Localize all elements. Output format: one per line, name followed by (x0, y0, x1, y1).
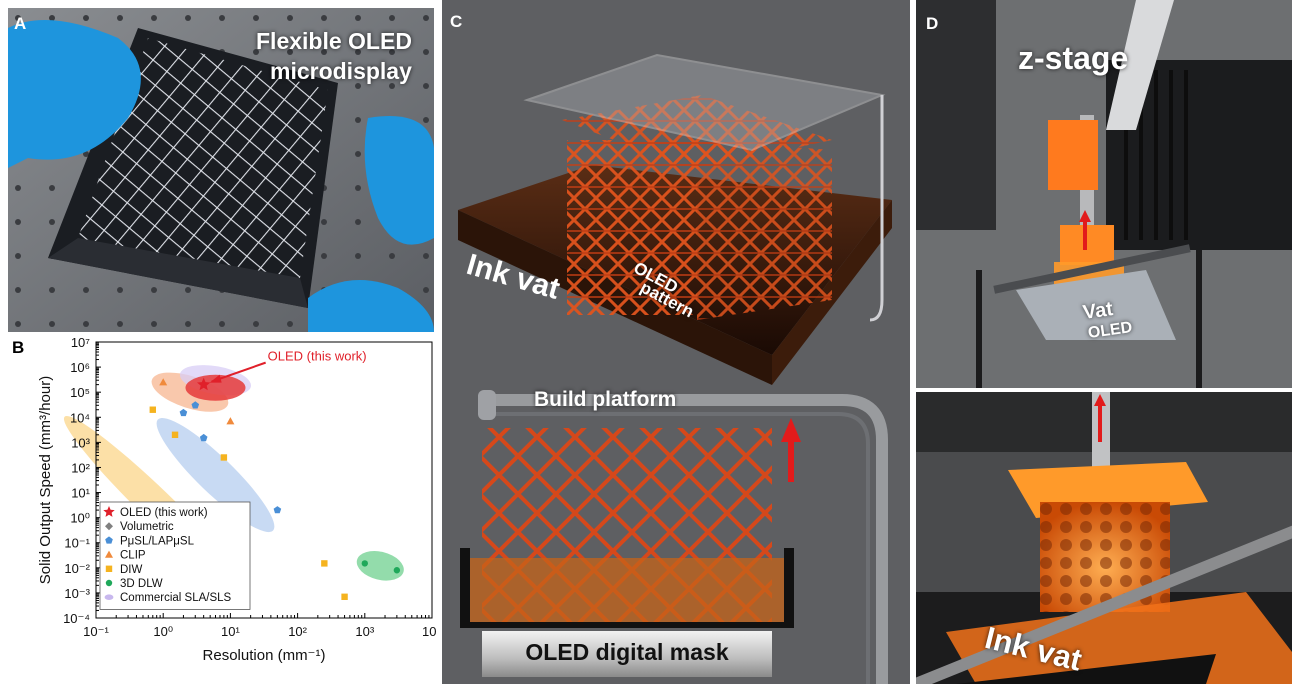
point-diw (220, 454, 228, 461)
point-p-sl-lap-sl (199, 433, 208, 442)
x-tick-label: 10² (288, 624, 307, 639)
y-axis-label: Solid Output Speed (mm³/hour) (37, 376, 54, 584)
annotation-arrow (211, 361, 266, 383)
legend-entry: PμSL/LAPμSL (120, 535, 195, 547)
annotation-arrowhead (209, 374, 222, 383)
point-p-sl-lap-sl (273, 506, 282, 514)
x-tick-label: 10¹ (221, 624, 240, 639)
panel-a-illustration (8, 8, 434, 332)
annotation-oled: OLED (this work) (268, 349, 367, 364)
point-p-sl-lap-sl (191, 401, 200, 409)
legend-entry: OLED (this work) (120, 507, 208, 519)
legend-marker (105, 579, 113, 587)
point-diw (171, 431, 179, 439)
panel-a-caption-line2: microdisplay (270, 58, 412, 84)
x-tick-label: 10⁰ (153, 624, 173, 639)
panel-b-label: B (12, 338, 25, 357)
point-clip (159, 378, 168, 386)
panel-a-photo: A Flexible OLED microdisplay (8, 8, 434, 332)
panel-a-label: A (14, 14, 27, 33)
point-diw (321, 560, 328, 567)
panel-d-bottom-photo: Ink vat (916, 392, 1292, 684)
y-tick-label: 10¹ (71, 486, 90, 501)
region-oled-this-work- (185, 374, 246, 401)
point-oled-this-work- (197, 377, 211, 391)
point-diw (341, 593, 348, 600)
legend-marker (105, 565, 113, 572)
legend-marker (105, 536, 113, 544)
y-tick-label: 10⁻¹ (64, 536, 90, 551)
point-diw (149, 406, 156, 413)
z-stage-label: z-stage (1018, 40, 1129, 76)
log-log-scatter-chart: 10⁻¹ 10⁰ 10¹ 10² 10³ 10⁴ 10⁻⁴ 10⁻³ 10⁻² 10⁻¹ 10⁰ 10… (37, 336, 436, 664)
y-tick-label: 10⁻⁴ (63, 611, 90, 626)
point-3d-dlw (393, 567, 401, 574)
legend-entry: Commercial SLA/SLS (120, 592, 232, 604)
region-3d-dlw (356, 551, 404, 581)
build-platform-label: Build platform (534, 388, 677, 411)
x-tick-label: 10⁴ (422, 624, 436, 639)
legend-marker (105, 550, 113, 558)
panel-d-top-render (916, 0, 1292, 388)
panel-a-caption-line1: Flexible OLED (256, 28, 412, 54)
y-tick-label: 10⁷ (71, 336, 90, 350)
y-tick-label: 10³ (71, 435, 90, 450)
legend-entry: DIW (120, 564, 143, 576)
y-tick-label: 10⁻² (64, 561, 90, 576)
panel-c-illustration: C Ink vat OLED pattern Build platform OL… (442, 0, 910, 684)
y-tick-label: 10⁴ (70, 410, 90, 425)
x-tick-label: 10³ (355, 624, 374, 639)
legend-marker (104, 594, 114, 600)
panel-c-render (442, 0, 910, 684)
y-tick-label: 10⁵ (70, 385, 90, 400)
legend-marker (105, 522, 113, 531)
legend-entry: CLIP (120, 550, 146, 562)
panel-d-label: D (926, 14, 939, 33)
plot-frame (95, 341, 433, 619)
y-tick-label: 10⁻³ (64, 586, 90, 601)
y-tick-label: 10⁰ (70, 511, 90, 526)
point-3d-dlw (361, 560, 368, 567)
panel-c-label: C (450, 12, 463, 31)
legend-box (99, 501, 251, 610)
x-axis-label: Resolution (mm⁻¹) (203, 647, 326, 664)
legend-entry: Volumetric (120, 521, 174, 533)
legend-entry: 3D DLW (120, 578, 163, 590)
point-clip (226, 417, 235, 425)
panel-d-top-photo: D z-stage Vat OLED (916, 0, 1292, 388)
point-p-sl-lap-sl (179, 408, 188, 417)
oled-digital-mask-label: OLED digital mask (525, 639, 729, 665)
legend-marker (103, 506, 115, 517)
panel-b-chart: B 10⁻¹ 10⁰ 10¹ 10² 10³ 10⁴ 10⁻⁴ 10⁻³ 10⁻² 10⁻¹ 10⁰… (8, 336, 436, 682)
y-tick-label: 10⁶ (70, 360, 90, 375)
x-tick-label: 10⁻¹ (83, 624, 109, 639)
y-tick-label: 10² (71, 460, 90, 475)
panel-d-bottom-render (916, 392, 1292, 684)
